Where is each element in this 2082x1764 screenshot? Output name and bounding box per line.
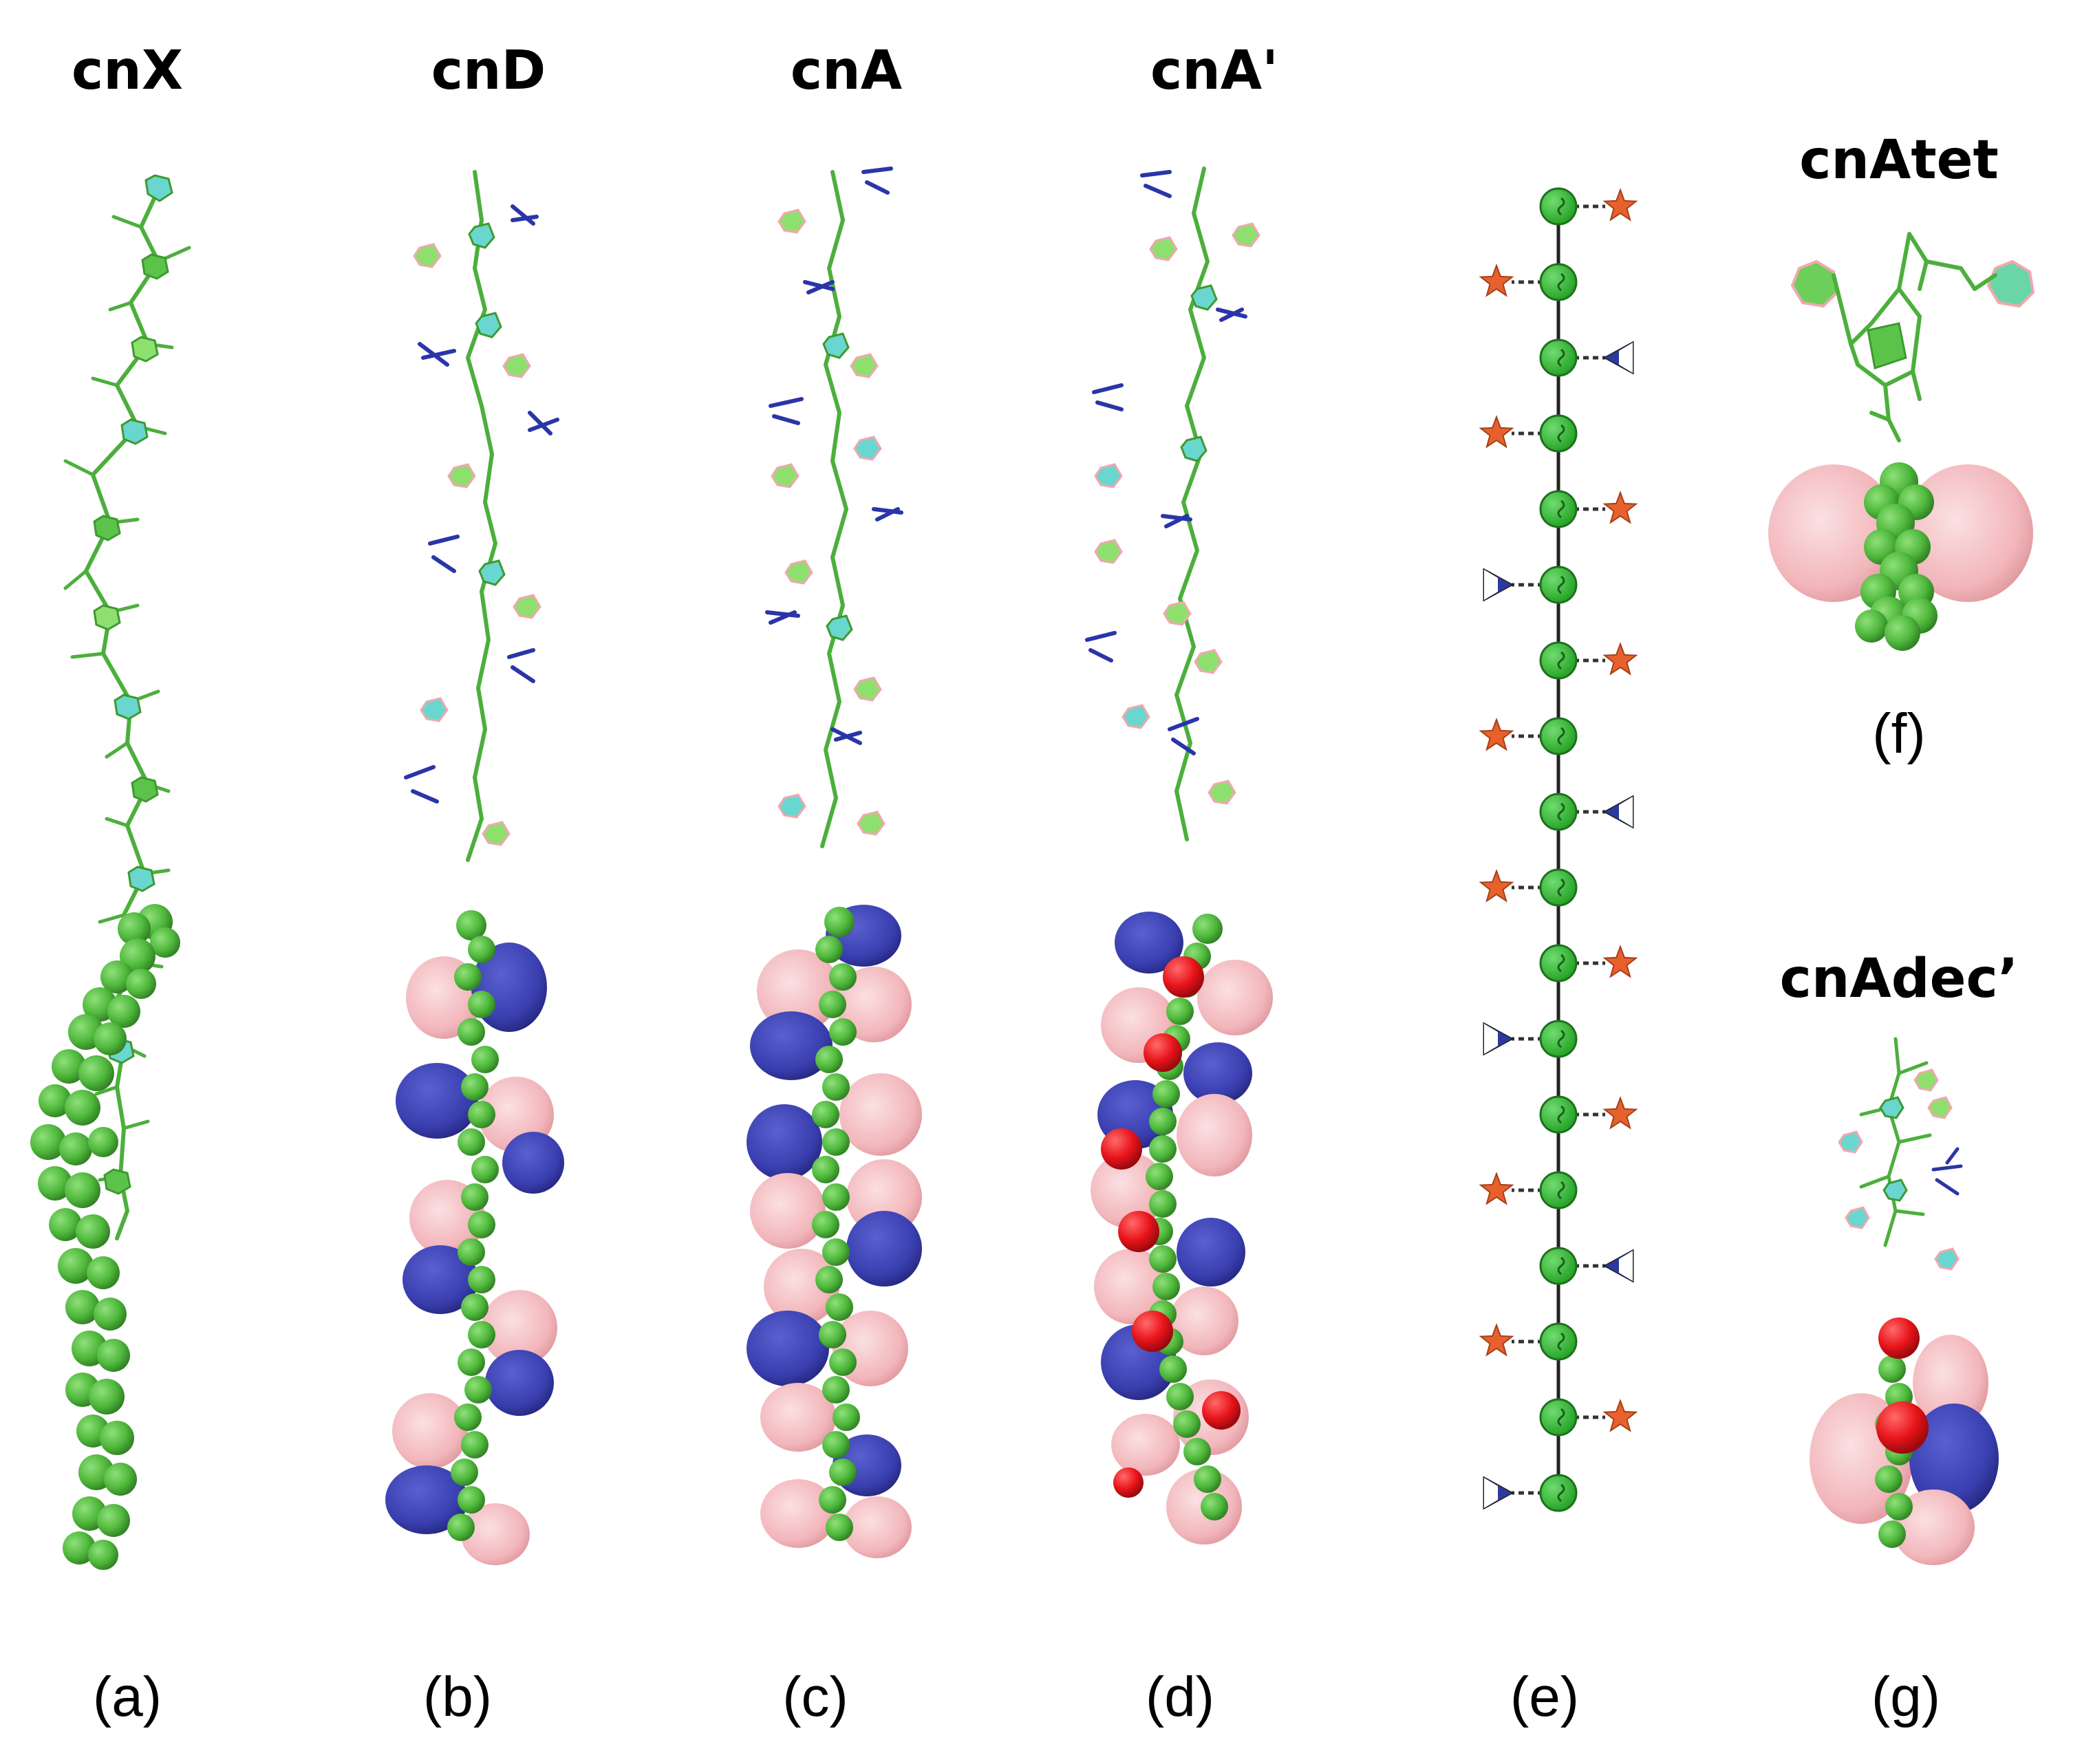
panel-d-title: cnA' [1150,40,1279,102]
panel-g-surface-model [1810,1317,1999,1565]
panel-a-title: cnX [72,40,183,102]
chain-node-6 [1539,566,1578,604]
chain-node-bond-5 [1557,499,1565,519]
panel-f-surface-model [1768,462,2033,651]
panel-e-label: (e) [1510,1666,1580,1728]
chain-star-8 [1479,718,1514,751]
panel-c-label: (c) [782,1666,848,1728]
chain-node-bond-9 [1557,802,1565,821]
chain-star-16 [1479,1323,1514,1357]
panel-d-stick-model [1085,166,1260,841]
chain-node-2 [1539,263,1578,301]
chain-triangle-half-12 [1484,1024,1498,1054]
chain-node-12 [1539,1020,1578,1058]
chain-node-4 [1539,414,1578,453]
chain-node-bond-17 [1557,1408,1565,1427]
chain-node-8 [1539,717,1578,755]
chain-triangle-half-9 [1619,797,1633,827]
chain-node-bond-18 [1557,1483,1565,1503]
chain-node-14 [1539,1171,1578,1209]
panel-b-surface-model [385,910,564,1565]
chain-node-bond-15 [1557,1256,1565,1276]
chain-node-bond-12 [1557,1029,1565,1048]
chain-node-5 [1539,490,1578,528]
panel-a-label: (a) [92,1666,162,1728]
chain-node-bond-10 [1557,878,1565,897]
chain-node-bond-11 [1557,954,1565,973]
chain-node-bond-1 [1557,197,1565,216]
chain-node-bond-2 [1557,272,1565,292]
chain-star-2 [1479,263,1514,297]
chain-star-1 [1602,188,1638,222]
panel-c-surface-model [747,905,922,1558]
chain-node-17 [1539,1398,1578,1437]
panel-f-title: cnAtet [1799,129,1999,191]
panel-b-label: (b) [422,1666,493,1728]
chain-triangle-half-15 [1619,1251,1633,1281]
chain-node-10 [1539,868,1578,907]
chain-star-7 [1602,642,1638,676]
chain-node-bond-14 [1557,1181,1565,1200]
panel-c-title: cnA [790,40,903,102]
chain-node-bond-6 [1557,575,1565,594]
panel-f-stick-model [1790,232,2035,442]
chain-node-bond-3 [1557,348,1565,367]
chain-node-16 [1539,1322,1578,1361]
chain-star-17 [1602,1399,1638,1432]
chain-triangle-half-6 [1484,570,1498,600]
chain-node-15 [1539,1247,1578,1285]
chain-node-11 [1539,944,1578,982]
chain-star-14 [1479,1172,1514,1205]
chain-node-1 [1539,187,1578,226]
panel-a-spacefill-model [30,904,180,1570]
chain-node-18 [1539,1474,1578,1512]
panel-b-title: cnD [431,40,546,102]
chain-node-bond-16 [1557,1332,1565,1351]
panel-c-stick-model [765,166,903,848]
chain-node-7 [1539,641,1578,680]
chain-triangle-half-18 [1484,1478,1498,1508]
chain-star-5 [1602,491,1638,524]
panel-g-label: (g) [1871,1666,1941,1728]
chain-node-bond-7 [1557,651,1565,670]
panel-g-stick-model [1838,1037,1963,1271]
chain-star-10 [1479,869,1514,903]
panel-b-stick-model [404,170,559,862]
chain-node-9 [1539,793,1578,831]
panel-d-label: (d) [1145,1666,1215,1728]
chain-node-bond-13 [1557,1105,1565,1124]
panel-d-surface-model [1091,912,1273,1545]
chain-node-bond-4 [1557,424,1565,443]
chain-triangle-half-3 [1619,343,1633,373]
chain-node-13 [1539,1095,1578,1134]
panel-e-symbol-chain [1479,187,1638,1512]
chain-star-4 [1479,415,1514,449]
chain-star-13 [1602,1096,1638,1130]
panel-g-title: cnAdec’ [1779,948,2019,1010]
chain-node-3 [1539,338,1578,377]
panel-f-label: (f) [1872,702,1926,765]
chain-star-11 [1602,945,1638,978]
chain-node-bond-8 [1557,727,1565,746]
